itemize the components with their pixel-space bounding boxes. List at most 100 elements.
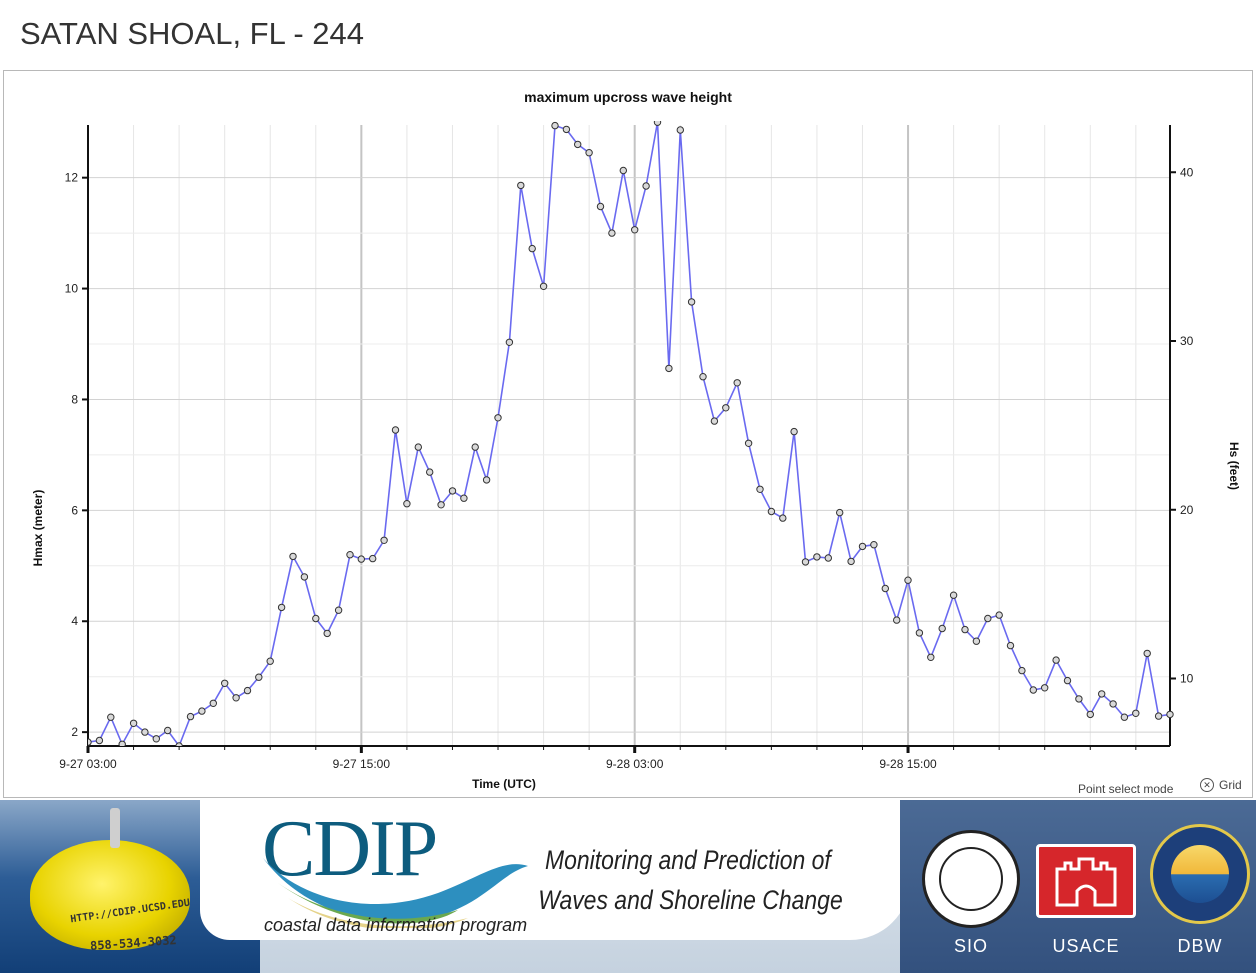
data-point[interactable] (665, 364, 673, 373)
data-point[interactable] (984, 614, 992, 623)
data-point[interactable] (539, 282, 548, 291)
data-point[interactable] (369, 554, 377, 563)
data-point[interactable] (699, 373, 707, 381)
data-point[interactable] (437, 501, 445, 509)
data-point[interactable] (1098, 690, 1106, 698)
data-point[interactable] (596, 202, 605, 211)
data-point[interactable] (642, 182, 650, 190)
data-point[interactable] (722, 404, 730, 412)
data-point[interactable] (551, 121, 559, 130)
data-point[interactable] (277, 603, 286, 612)
data-point[interactable] (779, 514, 787, 522)
data-point[interactable] (482, 476, 491, 484)
data-point[interactable] (95, 736, 104, 745)
data-point[interactable] (1063, 676, 1072, 685)
data-point[interactable] (1041, 684, 1049, 692)
data-point[interactable] (243, 686, 252, 695)
chart-panel[interactable]: 2 4 6 8 10 12 10 20 30 40 9-27 03:00 9-27 15:00 9-28… (3, 70, 1253, 798)
data-point[interactable] (1029, 686, 1038, 694)
data-point[interactable] (824, 554, 832, 562)
data-point[interactable] (1086, 710, 1095, 719)
data-point[interactable] (995, 611, 1003, 619)
data-point[interactable] (334, 606, 343, 614)
data-point[interactable] (107, 713, 115, 721)
data-point[interactable] (312, 614, 320, 623)
data-point[interactable] (1132, 709, 1140, 717)
data-point[interactable] (961, 625, 969, 634)
data-point[interactable] (391, 426, 400, 434)
data-point[interactable] (209, 699, 218, 707)
data-point[interactable] (505, 338, 514, 346)
data-point[interactable] (141, 728, 149, 736)
data-point[interactable] (1052, 656, 1060, 664)
data-point[interactable] (300, 573, 309, 581)
data-point[interactable] (448, 487, 457, 495)
data-point[interactable] (152, 735, 161, 743)
data-point[interactable] (198, 707, 206, 715)
data-point[interactable] (608, 229, 616, 237)
data-point[interactable] (870, 541, 878, 549)
data-point[interactable] (323, 629, 331, 638)
data-point[interactable] (175, 742, 183, 749)
data-point[interactable] (790, 427, 798, 436)
chart-svg[interactable]: 2 4 6 8 10 12 10 20 30 40 9-27 03:00 9-27 15:00 9-28… (4, 71, 1252, 797)
data-point[interactable] (380, 536, 388, 544)
data-point[interactable] (471, 443, 479, 451)
data-point[interactable] (255, 673, 263, 681)
data-point[interactable] (1006, 641, 1015, 650)
data-point[interactable] (1109, 700, 1117, 708)
data-point[interactable] (414, 443, 422, 451)
data-point[interactable] (836, 508, 844, 517)
data-point[interactable] (1018, 666, 1026, 675)
data-point[interactable] (676, 126, 684, 134)
data-point[interactable] (744, 439, 753, 447)
data-point[interactable] (938, 624, 946, 633)
data-point[interactable] (1120, 713, 1129, 721)
data-point[interactable] (801, 558, 810, 566)
data-point[interactable] (186, 712, 195, 721)
data-point[interactable] (893, 616, 901, 624)
data-point[interactable] (881, 584, 889, 593)
grid-toggle[interactable]: ✕ Grid (1200, 778, 1242, 792)
data-point[interactable] (494, 414, 502, 422)
data-point[interactable] (266, 657, 274, 665)
data-point[interactable] (289, 552, 297, 561)
data-point[interactable] (927, 653, 935, 661)
data-point[interactable] (847, 557, 855, 566)
data-point[interactable] (1154, 712, 1163, 720)
data-point[interactable] (631, 226, 639, 234)
data-point[interactable] (221, 679, 229, 687)
data-point[interactable] (85, 738, 92, 746)
data-point[interactable] (619, 166, 627, 175)
data-point[interactable] (1143, 649, 1151, 658)
point-select-mode-label[interactable]: Point select mode (1078, 782, 1174, 796)
data-point[interactable] (972, 637, 981, 645)
data-point[interactable] (403, 500, 411, 508)
data-point[interactable] (1075, 695, 1083, 703)
data-point[interactable] (346, 551, 354, 559)
data-point[interactable] (426, 468, 434, 476)
x-circle-icon[interactable]: ✕ (1200, 778, 1214, 792)
data-point[interactable] (653, 119, 662, 126)
data-point[interactable] (1166, 710, 1174, 719)
data-point[interactable] (460, 494, 468, 502)
data-point[interactable] (574, 140, 582, 149)
data-point[interactable] (528, 244, 536, 253)
data-point[interactable] (756, 485, 764, 493)
data-point[interactable] (687, 298, 696, 306)
data-point[interactable] (129, 719, 138, 727)
data-point[interactable] (767, 507, 776, 516)
data-point[interactable] (710, 417, 719, 425)
data-point[interactable] (915, 629, 924, 637)
data-point[interactable] (904, 576, 912, 584)
data-point[interactable] (733, 379, 741, 387)
data-point[interactable] (232, 694, 240, 702)
data-point[interactable] (517, 181, 525, 190)
data-point[interactable] (858, 542, 867, 551)
data-point[interactable] (562, 125, 571, 134)
data-point[interactable] (585, 149, 593, 157)
data-point[interactable] (357, 555, 365, 563)
data-point[interactable] (164, 726, 172, 735)
data-point[interactable] (118, 740, 126, 747)
data-point[interactable] (813, 553, 821, 561)
